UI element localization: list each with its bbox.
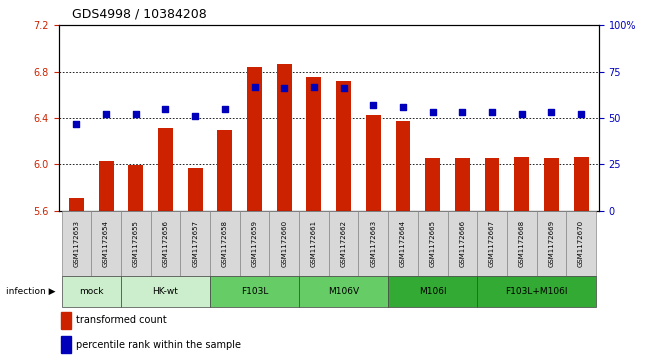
Point [576, 111, 587, 117]
Bar [187, 168, 202, 211]
Text: GSM1172670: GSM1172670 [578, 220, 584, 267]
Point [71, 121, 81, 126]
Bar [329, 211, 359, 276]
Bar [388, 276, 477, 307]
Text: GSM1172666: GSM1172666 [460, 220, 465, 267]
Bar [91, 211, 121, 276]
Bar [121, 276, 210, 307]
Bar [150, 211, 180, 276]
Point [219, 106, 230, 112]
Point [279, 85, 290, 91]
Bar [61, 311, 71, 329]
Bar [484, 159, 499, 211]
Bar [210, 211, 240, 276]
Text: GSM1172661: GSM1172661 [311, 220, 317, 267]
Point [457, 110, 467, 115]
Bar [62, 276, 121, 307]
Bar [536, 211, 566, 276]
Text: GSM1172667: GSM1172667 [489, 220, 495, 267]
Text: GSM1172657: GSM1172657 [192, 220, 198, 267]
Text: percentile rank within the sample: percentile rank within the sample [76, 340, 241, 350]
Point [339, 85, 349, 91]
Bar [217, 130, 232, 211]
Text: GSM1172659: GSM1172659 [251, 220, 258, 267]
Text: GSM1172665: GSM1172665 [430, 220, 436, 267]
Bar [507, 211, 536, 276]
Point [160, 106, 171, 112]
Bar [99, 161, 113, 211]
Text: GSM1172664: GSM1172664 [400, 220, 406, 267]
Bar [158, 129, 173, 211]
Text: GSM1172662: GSM1172662 [340, 220, 346, 267]
Text: F103L: F103L [241, 287, 268, 296]
Text: GSM1172655: GSM1172655 [133, 220, 139, 267]
Text: transformed count: transformed count [76, 315, 167, 326]
Point [249, 83, 260, 89]
Bar [240, 211, 270, 276]
Text: GDS4998 / 10384208: GDS4998 / 10384208 [72, 7, 206, 20]
Text: GSM1172656: GSM1172656 [163, 220, 169, 267]
Bar [270, 211, 299, 276]
Bar [128, 166, 143, 211]
Bar [69, 198, 84, 211]
Bar [299, 276, 388, 307]
Text: HK-wt: HK-wt [152, 287, 178, 296]
Text: M106I: M106I [419, 287, 447, 296]
Bar [455, 159, 470, 211]
Point [516, 111, 527, 117]
Bar [62, 211, 91, 276]
Text: GSM1172669: GSM1172669 [548, 220, 555, 267]
Bar [366, 114, 381, 211]
Text: GSM1172660: GSM1172660 [281, 220, 287, 267]
Bar [359, 211, 388, 276]
Point [101, 111, 111, 117]
Text: GSM1172668: GSM1172668 [519, 220, 525, 267]
Text: GSM1172658: GSM1172658 [222, 220, 228, 267]
Bar [277, 64, 292, 211]
Bar [514, 157, 529, 211]
Text: GSM1172653: GSM1172653 [74, 220, 79, 267]
Bar [574, 157, 589, 211]
Point [428, 110, 438, 115]
Text: M106V: M106V [328, 287, 359, 296]
Bar [299, 211, 329, 276]
Text: GSM1172663: GSM1172663 [370, 220, 376, 267]
Bar [447, 211, 477, 276]
Bar [477, 276, 596, 307]
Bar [396, 122, 410, 211]
Bar [247, 67, 262, 211]
Bar [544, 159, 559, 211]
Point [398, 104, 408, 110]
Point [546, 110, 557, 115]
Bar [210, 276, 299, 307]
Bar [336, 81, 351, 211]
Bar [425, 159, 440, 211]
Point [131, 111, 141, 117]
Text: F103L+M106I: F103L+M106I [505, 287, 568, 296]
Bar [477, 211, 507, 276]
Text: GSM1172654: GSM1172654 [103, 220, 109, 267]
Bar [307, 77, 322, 211]
Point [368, 102, 378, 108]
Point [190, 113, 201, 119]
Point [487, 110, 497, 115]
Bar [566, 211, 596, 276]
Text: mock: mock [79, 287, 104, 296]
Bar [121, 211, 150, 276]
Point [309, 83, 319, 89]
Bar [388, 211, 418, 276]
Bar [180, 211, 210, 276]
Bar [61, 336, 71, 353]
Text: infection ▶: infection ▶ [6, 287, 55, 296]
Bar [418, 211, 447, 276]
